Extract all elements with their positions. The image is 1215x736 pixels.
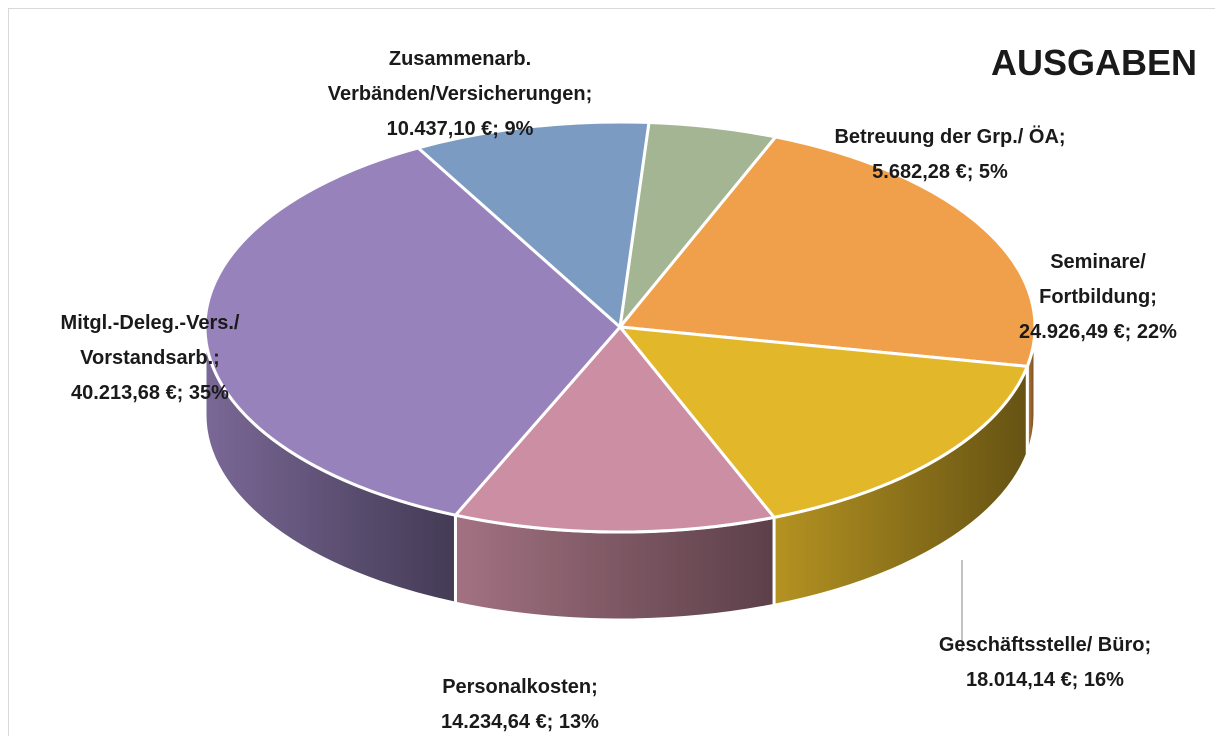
pie-slice	[618, 135, 1037, 368]
label-value: 5.682,28 €;	[872, 161, 974, 183]
label-value: 10.437,10 €;	[386, 118, 499, 140]
label-percent: 5%	[978, 161, 1008, 183]
label-category: Geschäftsstelle/ Büro;	[938, 634, 1152, 656]
chart-border	[8, 8, 1215, 736]
label-value: 24.926,49 €;	[1019, 321, 1132, 343]
label-value: 14.234,64 €;	[441, 711, 554, 733]
label-percent: 22%	[1136, 321, 1177, 343]
label-category: Mitgl.-Deleg.-Vers./ Vorstandsarb.;	[60, 312, 240, 369]
label-percent: 35%	[188, 382, 229, 404]
label-category: Seminare/ Fortbildung;	[1039, 251, 1157, 308]
data-label: Mitgl.-Deleg.-Vers./ Vorstandsarb.; 40.21…	[0, 306, 320, 411]
pie-slice	[453, 325, 776, 534]
data-label: Zusammenarb. Verbänden/Versicherungen; 10…	[290, 42, 630, 147]
data-label: Seminare/ Fortbildung; 24.926,49 €; 22%	[928, 245, 1215, 350]
label-percent: 16%	[1083, 669, 1124, 691]
label-percent: 9%	[504, 118, 534, 140]
label-value: 18.014,14 €;	[966, 669, 1079, 691]
label-percent: 13%	[558, 711, 599, 733]
label-category: Zusammenarb. Verbänden/Versicherungen;	[327, 48, 593, 105]
data-label: Geschäftsstelle/ Büro; 18.014,14 €; 16%	[875, 628, 1215, 698]
pie-slice	[203, 146, 622, 517]
label-category: Betreuung der Grp./ ÖA;	[834, 126, 1066, 148]
label-category: Personalkosten;	[442, 676, 598, 698]
pie-slice	[618, 325, 1029, 519]
chart-title: AUSGABEN	[990, 42, 1197, 83]
label-value: 40.213,68 €;	[71, 382, 184, 404]
data-label: Betreuung der Grp./ ÖA; 5.682,28 €; 5%	[770, 120, 1110, 190]
pie-slice	[416, 120, 651, 329]
data-label: Personalkosten; 14.234,64 €; 13%	[350, 670, 690, 736]
